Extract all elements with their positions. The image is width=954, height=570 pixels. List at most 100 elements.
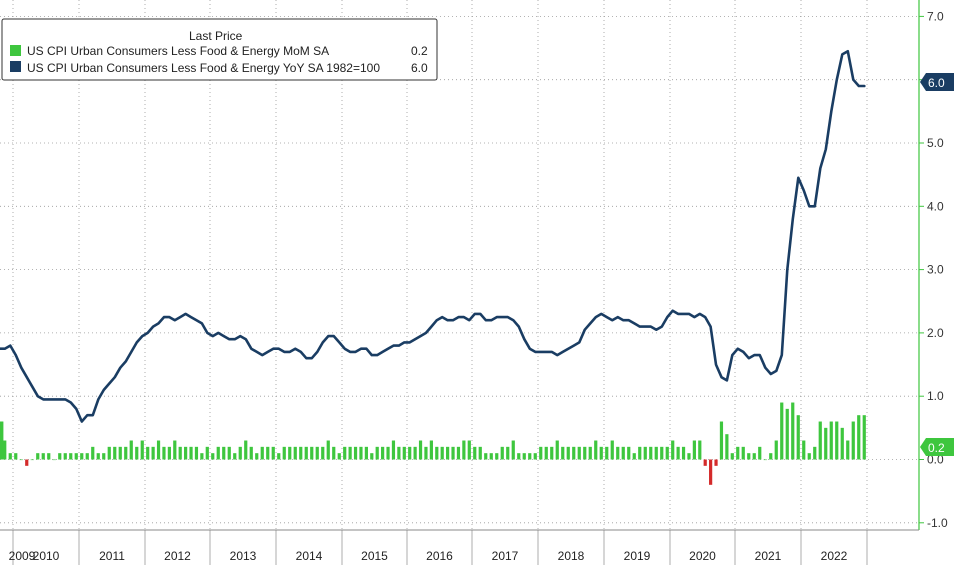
mom-bar [594, 440, 598, 460]
mom-bar [304, 446, 308, 460]
mom-bar [129, 440, 133, 460]
mom-bar [156, 440, 161, 460]
y-tick-label: 2.0 [927, 326, 944, 340]
mom-bar [840, 427, 844, 460]
mom-bar [599, 446, 603, 460]
mom-bar [41, 453, 45, 460]
mom-bar [627, 446, 631, 460]
x-tick-label: 2009 [9, 549, 36, 563]
mom-bar [462, 440, 466, 460]
mom-bar [522, 453, 526, 460]
last-value-mom-label: 0.2 [928, 441, 945, 455]
mom-bar [665, 446, 669, 460]
mom-bar [610, 440, 614, 460]
mom-bar [118, 446, 122, 460]
mom-bar [835, 421, 839, 460]
legend-value-mom: 0.2 [411, 44, 428, 58]
mom-bar [774, 440, 778, 460]
y-tick-label: -1.0 [927, 516, 948, 530]
mom-bar [69, 453, 73, 460]
mom-bar [36, 453, 40, 460]
y-tick-label: 5.0 [927, 136, 944, 150]
mom-bar [692, 440, 696, 460]
mom-bar [681, 446, 686, 460]
x-tick-label: 2011 [99, 549, 125, 563]
y-tick-label: 7.0 [927, 9, 944, 23]
mom-bar [747, 453, 751, 460]
mom-bar [216, 446, 220, 460]
mom-bar [467, 440, 471, 460]
y-tick-label: 3.0 [927, 263, 944, 277]
mom-bar [649, 446, 653, 460]
mom-bar [255, 453, 259, 460]
mom-bar [189, 446, 193, 460]
mom-bar [473, 446, 477, 460]
mom-bar [429, 440, 433, 460]
mom-bar [233, 453, 237, 460]
yoy-line-layer [0, 49, 866, 423]
mom-bar [353, 446, 358, 460]
mom-bar [698, 440, 702, 460]
mom-bar [807, 453, 811, 460]
mom-bar [30, 459, 34, 461]
mom-bar [528, 453, 532, 460]
mom-bar [337, 453, 341, 460]
mom-bar [796, 415, 800, 460]
x-tick-label: 2015 [361, 549, 388, 563]
mom-bar [359, 446, 363, 460]
legend-swatch-mom [10, 45, 21, 56]
mom-bar [638, 446, 642, 460]
x-tick-label: 2014 [296, 549, 323, 563]
mom-bar [205, 446, 209, 460]
mom-bar [709, 459, 713, 485]
mom-bar [846, 440, 850, 460]
mom-bar [408, 446, 412, 460]
mom-bar [167, 446, 171, 460]
mom-bar [561, 446, 565, 460]
mom-bar [96, 453, 100, 460]
mom-bar [660, 446, 664, 460]
mom-bar [107, 446, 111, 460]
mom-bar [456, 446, 461, 460]
x-tick-label: 2016 [426, 549, 453, 563]
mom-bar [736, 446, 740, 460]
mom-bar [544, 446, 548, 460]
mom-bar [413, 446, 417, 460]
x-tick-label: 2022 [821, 549, 848, 563]
mom-bar [780, 402, 784, 460]
x-tick-label: 2012 [164, 549, 191, 563]
mom-bar [588, 446, 592, 460]
mom-bar [500, 446, 504, 460]
mom-bar [435, 446, 439, 460]
mom-bar [63, 453, 67, 460]
mom-bar [238, 446, 242, 460]
mom-bar [47, 453, 51, 460]
mom-bar [791, 402, 795, 460]
mom-bar [752, 453, 756, 460]
mom-bar [763, 459, 767, 461]
legend: Last Price US CPI Urban Consumers Less F… [1, 18, 438, 81]
mom-bar [194, 446, 199, 460]
mom-bar [654, 446, 658, 460]
mom-bar [293, 446, 297, 460]
mom-bar [517, 453, 521, 460]
mom-bar [495, 453, 499, 460]
mom-bar [321, 446, 325, 460]
mom-bar [184, 446, 188, 460]
mom-bar [211, 453, 215, 460]
x-tick-label: 2017 [492, 549, 519, 563]
mom-bar [140, 440, 144, 460]
mom-bar [714, 459, 718, 466]
mom-bar [484, 453, 488, 460]
mom-bar [74, 453, 78, 460]
mom-bar [299, 446, 303, 460]
legend-value-yoy: 6.0 [411, 61, 428, 75]
mom-bar [687, 453, 691, 460]
mom-bar [332, 446, 336, 460]
mom-bar [605, 446, 609, 460]
mom-bar [91, 446, 95, 460]
mom-bar [8, 453, 12, 460]
mom-bar [506, 446, 510, 460]
y-axis [0, 0, 920, 531]
x-tick-label: 2013 [230, 549, 257, 563]
